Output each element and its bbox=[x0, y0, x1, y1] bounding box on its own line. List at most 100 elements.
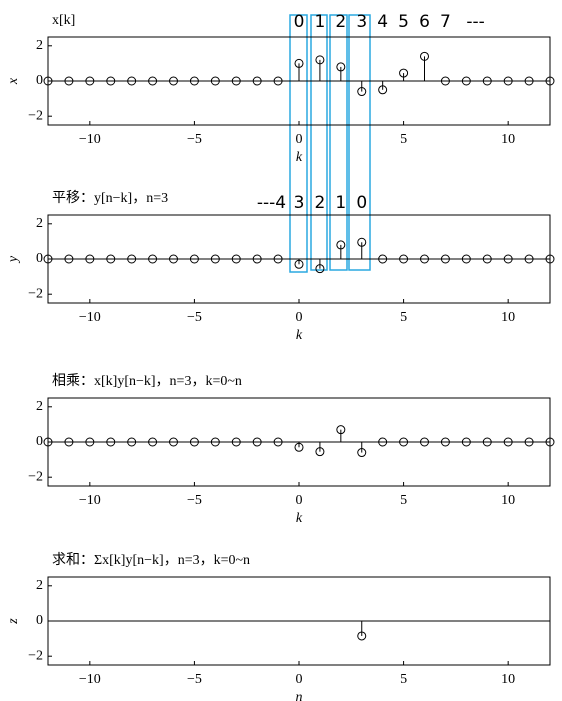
stem-marker bbox=[189, 76, 199, 86]
chart-title: 相乘：x[k]y[n−k]，n=3，k=0~n bbox=[52, 373, 242, 389]
stem-marker bbox=[440, 437, 450, 447]
stem bbox=[231, 437, 241, 447]
y-tick-label: 2 bbox=[36, 399, 43, 414]
stem-marker bbox=[43, 76, 53, 86]
highlight-box bbox=[289, 14, 308, 273]
x-tick-label: 10 bbox=[501, 310, 515, 325]
stem bbox=[545, 437, 555, 447]
stem-marker bbox=[545, 437, 555, 447]
x-tick-label: 5 bbox=[400, 132, 407, 147]
stem-marker bbox=[252, 254, 262, 264]
stem-marker bbox=[85, 76, 95, 86]
stem-marker bbox=[231, 76, 241, 86]
handwritten-annotation: 3 bbox=[356, 12, 367, 32]
stem-marker bbox=[64, 76, 74, 86]
stem-marker bbox=[440, 254, 450, 264]
stem-marker bbox=[482, 254, 492, 264]
stem-marker bbox=[85, 437, 95, 447]
stem bbox=[336, 240, 346, 259]
stem bbox=[148, 76, 158, 86]
stem-marker bbox=[169, 76, 178, 86]
stem bbox=[440, 76, 450, 86]
stem bbox=[461, 76, 471, 86]
stem bbox=[357, 81, 367, 97]
x-axis-label: k bbox=[296, 511, 303, 526]
stem bbox=[64, 437, 74, 447]
stem-marker bbox=[64, 254, 74, 264]
stem bbox=[148, 254, 158, 264]
y-tick-label: −2 bbox=[28, 469, 43, 484]
chart-title: 求和：Σx[k]y[n−k]，n=3，k=0~n bbox=[52, 552, 250, 568]
x-tick-label: 0 bbox=[296, 132, 303, 147]
stem bbox=[189, 76, 199, 86]
stem-marker bbox=[420, 51, 429, 61]
stem-marker bbox=[399, 254, 409, 264]
handwritten-annotation: ---4 bbox=[257, 193, 286, 213]
stem bbox=[482, 254, 492, 264]
y-axis-label: y bbox=[6, 255, 21, 264]
stem bbox=[294, 442, 304, 452]
stem-marker bbox=[503, 76, 513, 86]
stem-marker bbox=[524, 76, 534, 86]
stem bbox=[64, 254, 74, 264]
stem bbox=[461, 437, 471, 447]
stem-marker bbox=[357, 237, 367, 247]
chart-title: 平移：y[n−k]，n=3 bbox=[52, 190, 168, 206]
stem-marker bbox=[378, 254, 388, 264]
handwritten-annotation: 5 bbox=[398, 12, 409, 32]
stem bbox=[106, 437, 116, 447]
highlight-box bbox=[348, 14, 371, 271]
stem-marker bbox=[169, 437, 178, 447]
stem-marker bbox=[148, 437, 158, 447]
y-tick-label: 2 bbox=[36, 38, 43, 53]
x-tick-label: 0 bbox=[296, 310, 303, 325]
y-tick-label: 0 bbox=[36, 251, 43, 266]
stem bbox=[399, 68, 409, 81]
stem bbox=[524, 254, 534, 264]
stem bbox=[399, 254, 409, 264]
stem-marker bbox=[294, 442, 304, 452]
stem-marker bbox=[482, 437, 492, 447]
y-axis-label: x bbox=[6, 77, 21, 85]
stem bbox=[440, 437, 450, 447]
y-tick-label: −2 bbox=[28, 286, 43, 301]
x-tick-label: −10 bbox=[79, 310, 101, 325]
stem-marker bbox=[545, 254, 555, 264]
stem bbox=[524, 437, 534, 447]
stem bbox=[231, 76, 241, 86]
stem-marker bbox=[189, 437, 199, 447]
handwritten-annotation: 1 bbox=[335, 193, 346, 213]
y-tick-label: −2 bbox=[28, 108, 43, 123]
stem-marker bbox=[148, 254, 158, 264]
stem bbox=[315, 442, 325, 457]
stem-marker bbox=[43, 437, 53, 447]
handwritten-annotation: 0 bbox=[356, 193, 367, 213]
stem-marker bbox=[294, 58, 304, 68]
x-tick-label: −5 bbox=[187, 132, 202, 147]
stem-marker bbox=[273, 254, 283, 264]
stem bbox=[85, 76, 95, 86]
stem-marker bbox=[231, 254, 241, 264]
stem-marker bbox=[315, 264, 325, 274]
stem-marker bbox=[210, 76, 220, 86]
handwritten-annotation: 1 bbox=[315, 12, 326, 32]
y-tick-label: −2 bbox=[28, 648, 43, 663]
stem bbox=[545, 254, 555, 264]
y-tick-label: 2 bbox=[36, 216, 43, 231]
stem bbox=[503, 437, 513, 447]
x-tick-label: −5 bbox=[187, 672, 202, 687]
stem bbox=[336, 62, 346, 81]
stem bbox=[503, 254, 513, 264]
stem-marker bbox=[420, 254, 429, 264]
stem-marker bbox=[503, 437, 513, 447]
stem-marker bbox=[461, 437, 471, 447]
x-tick-label: −10 bbox=[79, 493, 101, 508]
stem bbox=[440, 254, 450, 264]
x-tick-label: 0 bbox=[296, 493, 303, 508]
stem-marker bbox=[106, 437, 116, 447]
x-tick-label: 5 bbox=[400, 672, 407, 687]
stem-marker bbox=[545, 76, 555, 86]
stem bbox=[252, 437, 262, 447]
stem bbox=[378, 254, 388, 264]
